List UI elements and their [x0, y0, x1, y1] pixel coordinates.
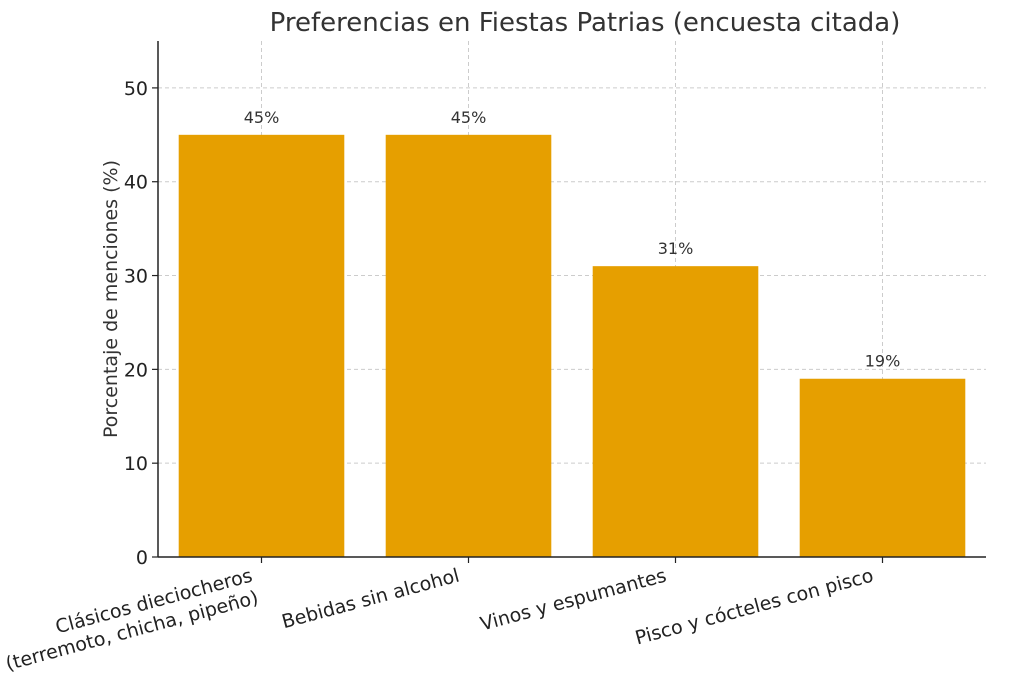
data-label-0: 45% [244, 108, 280, 127]
x-tick-label-2: Vinos y espumantes [478, 565, 669, 636]
bar-1 [385, 134, 552, 557]
x-tick-label-3: Pisco y cócteles con pisco [633, 565, 876, 650]
x-tick-label-1: Bebidas sin alcohol [279, 565, 461, 634]
data-label-3: 19% [865, 352, 901, 371]
y-axis-label: Porcentaje de menciones (%) [100, 160, 122, 438]
data-labels: 45% 45% 31% 19% [244, 108, 901, 371]
y-tick-label-3: 30 [124, 266, 148, 288]
axes [157, 41, 986, 558]
data-label-1: 45% [451, 108, 487, 127]
bars [178, 134, 966, 557]
data-label-2: 31% [658, 239, 694, 258]
y-tick-label-1: 10 [124, 453, 148, 475]
chart-title: Preferencias en Fiestas Patrias (encuest… [270, 8, 901, 38]
y-tick-label-5: 50 [124, 78, 148, 100]
bar-2 [592, 266, 759, 557]
y-tick-label-2: 20 [124, 359, 148, 381]
y-ticks: 0 10 20 30 40 50 [124, 78, 158, 569]
bar-0 [178, 134, 345, 557]
y-tick-label-4: 40 [124, 172, 148, 194]
y-tick-label-0: 0 [136, 547, 148, 569]
bar-3 [799, 378, 966, 557]
x-ticks: Clásicos dieciocheros(terremoto, chicha,… [0, 557, 884, 676]
x-tick-label-0: Clásicos dieciocheros(terremoto, chicha,… [0, 565, 261, 676]
